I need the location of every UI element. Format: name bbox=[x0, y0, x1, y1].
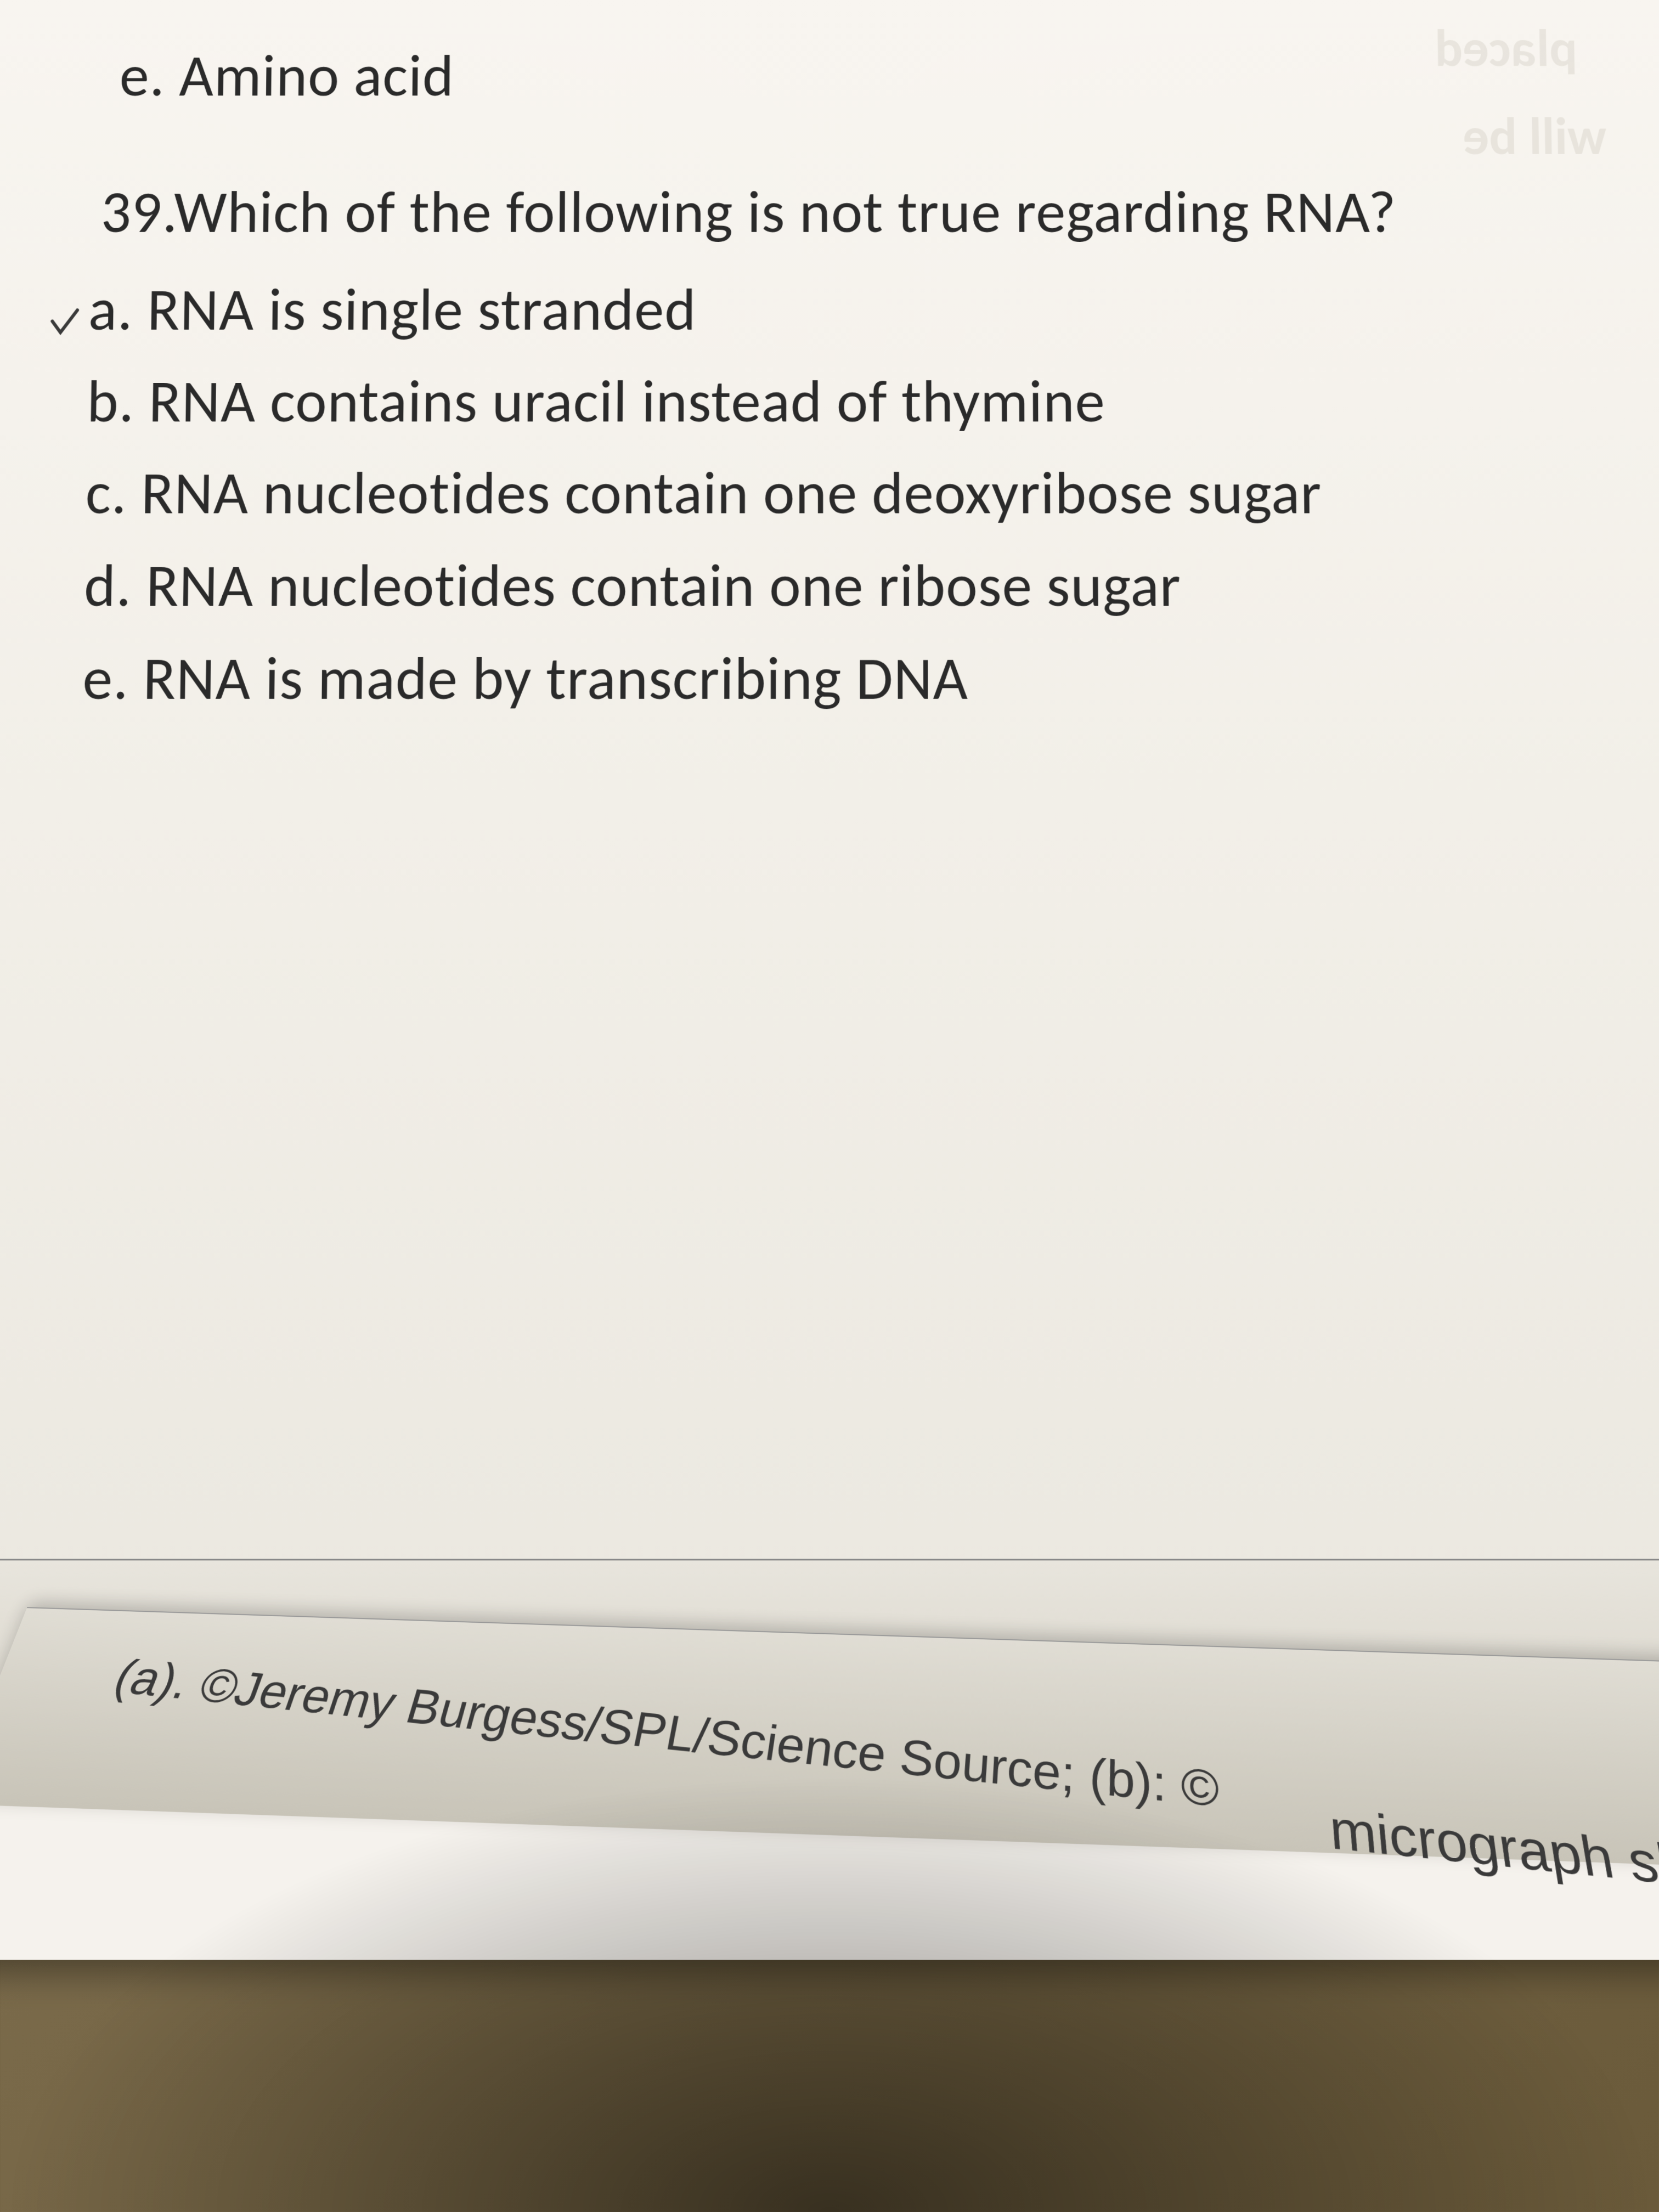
bleed-through-text: placed bbox=[1435, 16, 1578, 80]
question-number: 39. bbox=[100, 176, 174, 249]
option-label: c. bbox=[85, 456, 128, 531]
bleed-through-text: will be bbox=[1462, 104, 1607, 168]
option-label: d. bbox=[83, 549, 132, 623]
option-d: d. RNA nucleotides contain one ribose su… bbox=[83, 542, 1604, 630]
question-prompt: Which of the following is not true regar… bbox=[173, 176, 1397, 249]
prior-question-option-e: e. Amino acid bbox=[119, 33, 1595, 119]
checkmark-icon bbox=[50, 278, 83, 311]
option-c: c. RNA nucleotides contain one deoxyribo… bbox=[85, 450, 1602, 538]
paper-stack: placed will be e. Amino acid 39.Which of… bbox=[0, 0, 1659, 1960]
question-39: 39.Which of the following is not true re… bbox=[100, 169, 1598, 256]
option-text: RNA nucleotides contain one ribose sugar bbox=[145, 549, 1181, 623]
option-label: a. bbox=[88, 273, 134, 347]
option-text: RNA is made by transcribing DNA bbox=[143, 641, 968, 716]
option-b: b. RNA contains uracil instead of thymin… bbox=[86, 358, 1600, 445]
question-block: e. Amino acid 39.Which of the following … bbox=[99, 33, 1605, 723]
document-page: placed will be e. Amino acid 39.Which of… bbox=[0, 0, 1659, 1645]
option-label: e. bbox=[82, 641, 129, 716]
option-a: a. RNA is single stranded bbox=[88, 267, 1599, 354]
option-text: RNA is single stranded bbox=[146, 273, 696, 347]
option-text: RNA nucleotides contain one deoxyribose … bbox=[140, 456, 1322, 531]
option-text: Amino acid bbox=[179, 40, 455, 112]
option-text: RNA contains uracil instead of thymine bbox=[148, 364, 1105, 438]
option-label: b. bbox=[87, 364, 136, 438]
option-e: e. RNA is made by transcribing DNA bbox=[82, 634, 1605, 723]
option-label: e. bbox=[119, 40, 166, 112]
